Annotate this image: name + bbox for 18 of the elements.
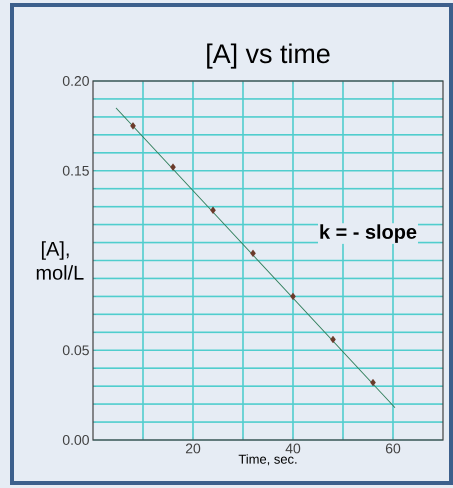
x-axis-title: Time, sec. (238, 454, 296, 466)
y-tick-label: 0.05 (62, 345, 89, 356)
annotation: k = - slope (320, 224, 416, 243)
x-tick-label: 20 (186, 444, 200, 454)
point (130, 122, 136, 130)
x-tick-label: 60 (386, 444, 400, 454)
point (170, 163, 176, 171)
y-tick-label: 0.15 (62, 166, 89, 176)
y-tick-label: 0.00 (62, 435, 89, 445)
point (210, 206, 216, 214)
chart-title: [A] vs time (207, 43, 330, 69)
point (250, 250, 256, 258)
x-tick-label: 40 (286, 444, 300, 454)
point (290, 292, 296, 300)
y-tick-label: 0.20 (62, 76, 89, 86)
point (330, 336, 336, 344)
point (370, 378, 376, 386)
y-axis-title: [A], mol/L (36, 241, 84, 280)
